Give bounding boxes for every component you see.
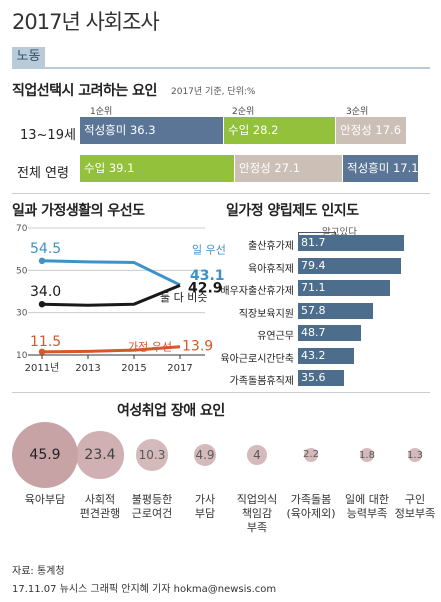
bubble-label: 육아부담: [24, 493, 66, 506]
series-name-family-first: 가정 우선: [128, 341, 172, 354]
bubble: 1.3: [407, 448, 423, 462]
series-name-work-first: 일 우선: [192, 242, 225, 256]
bubble: 1.8: [359, 448, 375, 462]
bubble-label: 직업의식 책임감 부족: [236, 493, 278, 534]
series-start-point: [38, 301, 46, 308]
bubble: 4.9: [194, 444, 216, 466]
x-tick-label: 2017: [167, 363, 192, 374]
bar: 48.7: [298, 325, 362, 341]
bar: 43.2: [298, 347, 355, 364]
segment-stability: 안정성 27.1: [235, 155, 342, 182]
series-start-label: 11.5: [30, 334, 61, 350]
series-start-label: 34.0: [30, 284, 61, 300]
line-chart: 10 30 50 70 2011년 2013 2015 2017 54.5 34.0 11.5 일 …: [16, 224, 225, 374]
source-text: 자료: 통계청: [12, 566, 65, 577]
bar-category-label: 배우자출산휴가제: [220, 286, 294, 297]
job-factors-title: 직업선택시 고려하는 요인: [12, 83, 157, 99]
bubble-chart: 45.9 육아부담 23.4 사회적 편견관행 10.3 불평등한 근로여건 4.9 가사 부…: [0, 395, 441, 555]
y-tick-label: 70: [16, 224, 28, 234]
series-line: [41, 283, 181, 307]
bar-category-label: 출산휴가제: [248, 241, 294, 252]
y-tick-label: 50: [16, 266, 28, 276]
bubble-chart-title: 여성취업 장애 요인: [117, 403, 225, 419]
bubble: 23.4: [76, 431, 124, 479]
x-tick-label: 2013: [75, 363, 100, 374]
section-tag: 노동: [12, 47, 45, 67]
y-tick-label: 10: [16, 351, 28, 361]
divider: [12, 193, 430, 194]
bar-category-label: 가족돌봄휴직제: [229, 376, 294, 387]
job-factors-row-teens: 적성흥미 36.3 수입 28.2 안정성 17.6: [80, 117, 418, 144]
bubble-label: 불평등한 근로여건: [131, 493, 173, 520]
rank-1-label: 1순위: [90, 107, 113, 117]
bar-category-label: 육아휴직제: [248, 263, 294, 275]
bubble: 4: [247, 445, 267, 465]
bubble-label: 구인 정보부족: [394, 493, 436, 520]
segment-income: 수입 39.1: [80, 155, 234, 182]
bar: 81.7: [298, 235, 405, 251]
segment-aptitude: 적성흥미 17.1: [343, 155, 418, 182]
rank-3-label: 3순위: [346, 107, 369, 117]
bubble: 10.3: [136, 439, 168, 471]
bubble-label: 가족돌봄 (육아제외): [286, 493, 336, 520]
bar: 79.4: [298, 257, 402, 274]
series-end-label: 43.1: [190, 268, 225, 284]
bar: 71.1: [298, 280, 391, 296]
bubble-label: 일에 대한 능력부족: [345, 493, 389, 520]
series-name-both: 둘 다 비슷: [160, 291, 207, 304]
job-factors-row-all: 수입 39.1 안정성 27.1 적성흥미 17.1: [80, 155, 418, 182]
bar-chart: 알고있다 출산휴가제 81.7 육아휴직제 79.4 배우자출산휴가제 71.1 직장보육지…: [220, 222, 436, 392]
y-tick-label: 30: [16, 309, 28, 319]
bar-category-label: 유연근무: [257, 331, 294, 342]
series-end-label: 42.9: [188, 280, 223, 296]
bar: 35.6: [298, 370, 345, 386]
series-line: [41, 345, 181, 354]
x-tick-label: 2015: [121, 363, 146, 374]
row-label-all: 전체 연령: [17, 166, 69, 181]
bar-category-label: 육아근로시간단축: [220, 353, 294, 365]
job-factors-note: 2017년 기준, 단위:%: [171, 87, 256, 97]
series-line: [41, 259, 181, 287]
page-title: 2017년 사회조사: [12, 10, 160, 34]
bar-value-header: 알고있다: [322, 227, 357, 238]
bar: 57.8: [298, 302, 374, 319]
bubble-label: 사회적 편견관행: [79, 493, 121, 520]
bar-chart-title: 일가정 양립제도 인지도: [226, 203, 359, 219]
bubble-label: 가사 부담: [194, 493, 216, 520]
section-divider: [12, 67, 430, 69]
bubble: 45.9: [12, 422, 78, 488]
series-start-label: 54.5: [30, 241, 61, 257]
series-end-label: 13.9: [182, 339, 213, 355]
segment-stability: 안정성 17.6: [336, 117, 406, 144]
row-label-teens: 13~19세: [20, 128, 76, 143]
line-chart-title: 일과 가정생활의 우선도: [12, 203, 145, 219]
credit-text: 17.11.07 뉴시스 그래픽 안지혜 기자 hokma@newsis.com: [12, 584, 277, 595]
segment-aptitude: 적성흥미 36.3: [80, 117, 223, 144]
series-start-point: [38, 348, 46, 356]
rank-2-label: 2순위: [232, 107, 255, 117]
bubble: 2.2: [303, 447, 319, 463]
series-start-point: [38, 257, 46, 265]
x-tick-label: 2011년: [25, 362, 60, 374]
bar-category-label: 직장보육지원: [238, 308, 294, 320]
divider: [12, 392, 430, 393]
segment-income: 수입 28.2: [224, 117, 335, 144]
